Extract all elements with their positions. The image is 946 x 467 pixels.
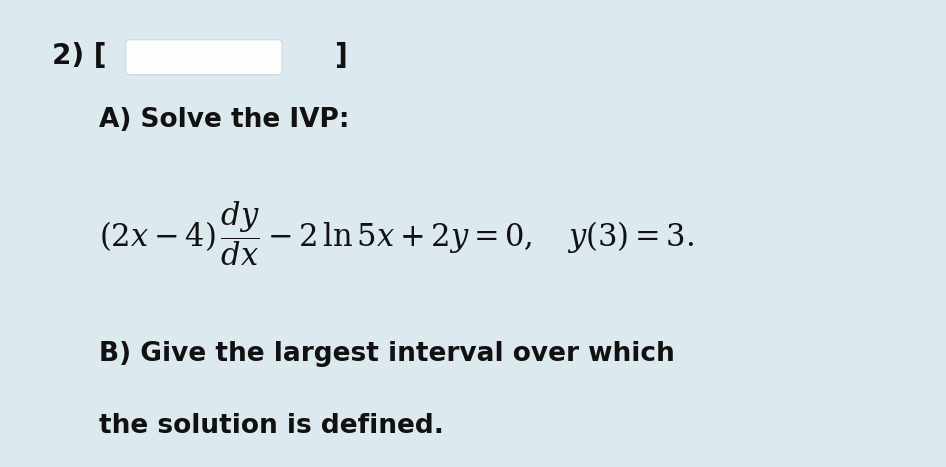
Text: 2) [: 2) [ (52, 42, 107, 70)
Text: the solution is defined.: the solution is defined. (99, 413, 445, 439)
FancyBboxPatch shape (126, 40, 282, 75)
Text: $(2x-4)\,\dfrac{dy}{dx} - 2\,\mathrm{ln}\,5x + 2y = 0,$$\quad y(3) = 3.$: $(2x-4)\,\dfrac{dy}{dx} - 2\,\mathrm{ln}… (99, 199, 694, 268)
Text: A) Solve the IVP:: A) Solve the IVP: (99, 107, 350, 134)
Text: ]: ] (334, 42, 346, 70)
Text: B) Give the largest interval over which: B) Give the largest interval over which (99, 341, 675, 367)
